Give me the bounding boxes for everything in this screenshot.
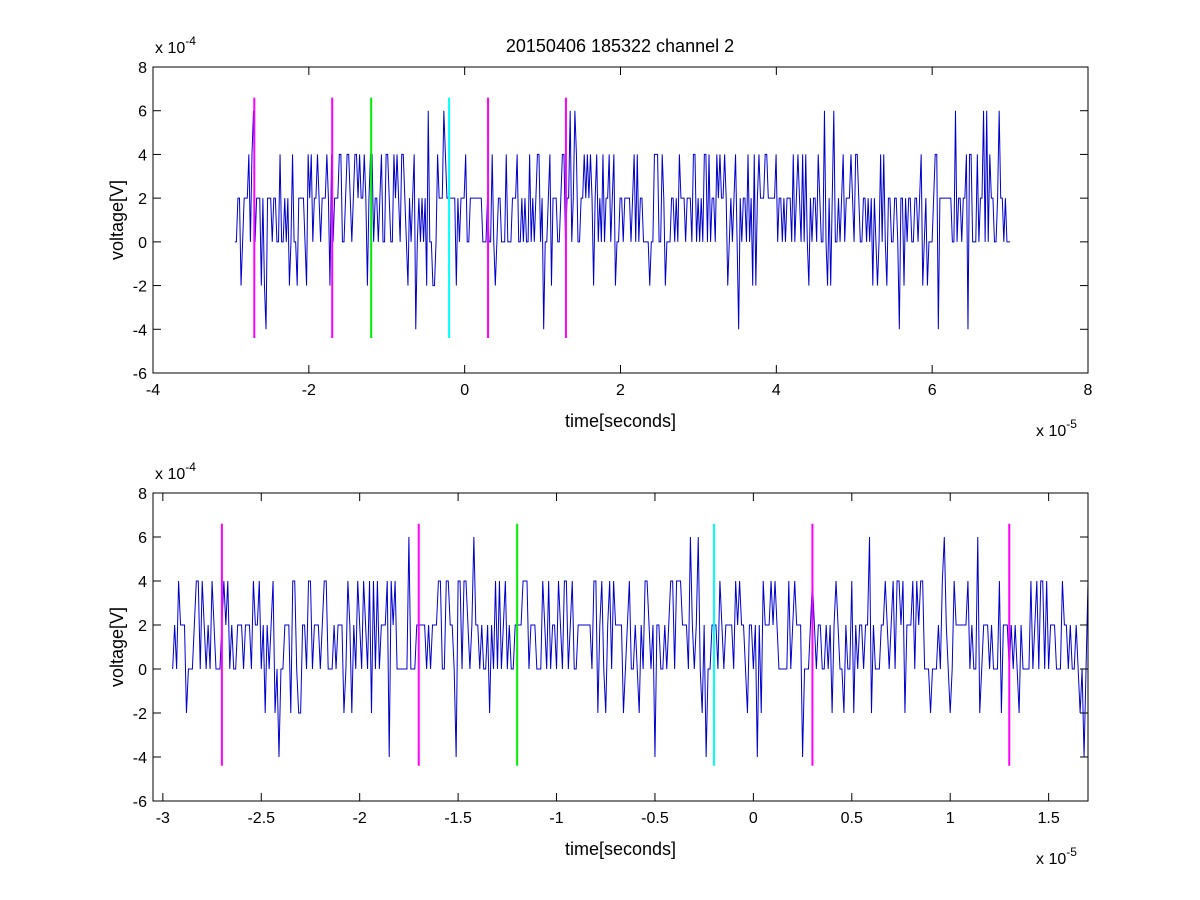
x-tick-label: -3 [156, 810, 170, 827]
bottom-ylabel: voltage[V] [107, 607, 127, 687]
top-series-layer [234, 110, 1011, 330]
y-tick-label: 8 [138, 486, 147, 503]
top-xlabel: time[seconds] [565, 411, 676, 431]
top-x-exponent: x 10-5 [1036, 417, 1077, 440]
x-tick-label: -2 [353, 810, 367, 827]
bottom-series-layer [172, 536, 1089, 758]
x-tick-label: -1 [549, 810, 563, 827]
bottom-x-exponent-base: x 10 [1036, 851, 1066, 868]
x-tick-label: 6 [928, 382, 937, 399]
y-tick-label: -4 [133, 322, 147, 339]
bottom-y-exponent-base: x 10 [155, 466, 185, 483]
y-tick-label: 4 [138, 574, 147, 591]
y-tick-label: 6 [138, 530, 147, 547]
top-y-exponent: x 10-4 [155, 34, 196, 57]
y-tick-label: 2 [138, 191, 147, 208]
x-tick-label: -1.5 [444, 810, 472, 827]
y-tick-label: -2 [133, 279, 147, 296]
bottom-y-exponent-power: -4 [185, 460, 196, 474]
top-ylabel: voltage[V] [107, 180, 127, 260]
y-tick-label: -6 [133, 366, 147, 383]
bottom-tick-layer: -3 -2.5 -2 -1.5 -1 -0.5 0 0.5 1 1.5 -6 -4 -2 0 2 4 6 8 [133, 486, 1088, 827]
bottom-marker-layer [220, 523, 1011, 766]
y-tick-label: 0 [138, 662, 147, 679]
x-tick-label: -0.5 [641, 810, 669, 827]
x-tick-label: 0.5 [841, 810, 863, 827]
bottom-axes-box [152, 492, 1089, 802]
bottom-x-exponent: x 10-5 [1036, 845, 1077, 868]
bottom-xlabel: time[seconds] [565, 839, 676, 859]
y-tick-label: 8 [138, 60, 147, 77]
bottom-y-exponent: x 10-4 [155, 460, 196, 483]
top-x-exponent-power: -5 [1066, 417, 1077, 431]
figure-title: 20150406 185322 channel 2 [506, 36, 734, 56]
voltage-series-line [234, 110, 1011, 330]
y-tick-label: 6 [138, 104, 147, 121]
x-tick-label: 8 [1084, 382, 1093, 399]
x-tick-label: 0 [460, 382, 469, 399]
top-marker-layer [253, 97, 567, 339]
x-tick-label: -2.5 [247, 810, 275, 827]
x-tick-label: 2 [616, 382, 625, 399]
y-tick-label: 4 [138, 147, 147, 164]
bottom-x-exponent-power: -5 [1066, 845, 1077, 859]
top-x-exponent-base: x 10 [1036, 423, 1066, 440]
y-tick-label: -6 [133, 794, 147, 811]
bottom-subplot: -3 -2.5 -2 -1.5 -1 -0.5 0 0.5 1 1.5 -6 -4 -2 0 2 4 6 8 ti… [107, 460, 1089, 868]
top-y-exponent-power: -4 [185, 34, 196, 48]
voltage-series-line [172, 536, 1089, 758]
y-tick-label: -2 [133, 706, 147, 723]
x-tick-label: -2 [302, 382, 316, 399]
y-tick-label: 2 [138, 618, 147, 635]
x-tick-label: 1.5 [1038, 810, 1060, 827]
x-tick-label: -4 [146, 382, 160, 399]
x-tick-label: 4 [772, 382, 781, 399]
y-tick-label: -4 [133, 750, 147, 767]
x-tick-label: 0 [749, 810, 758, 827]
y-tick-label: 0 [138, 235, 147, 252]
top-y-exponent-base: x 10 [155, 40, 185, 57]
x-tick-label: 1 [946, 810, 955, 827]
